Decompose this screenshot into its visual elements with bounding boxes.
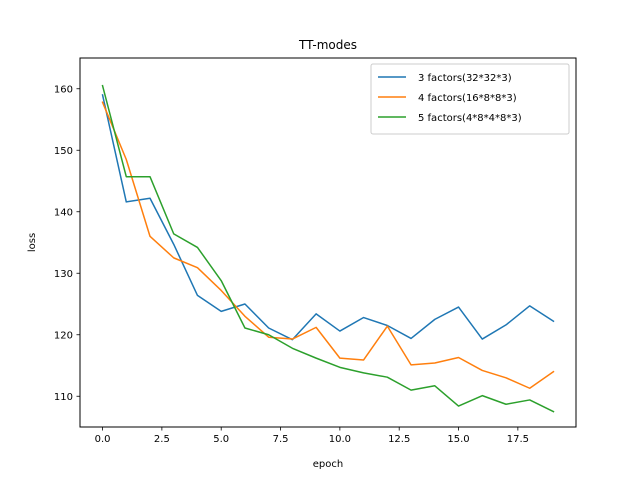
x-tick-label: 10.0 [329, 434, 351, 445]
y-axis-label: loss [27, 233, 38, 252]
legend-label-2: 4 factors(16*8*8*3) [418, 93, 517, 104]
plot-frame [79, 57, 577, 428]
x-tick-label: 5.0 [213, 434, 229, 445]
y-tick-label: 140 [54, 207, 73, 218]
x-tick-label: 12.5 [388, 434, 410, 445]
legend: 3 factors(32*32*3) 4 factors(16*8*8*3) 5 f… [370, 63, 570, 135]
series-line-2 [101, 101, 555, 389]
legend-label-1: 3 factors(32*32*3) [418, 73, 512, 84]
y-tick-label: 110 [54, 392, 73, 403]
series-line-1 [101, 94, 555, 341]
y-tick-label: 120 [54, 330, 73, 341]
y-tick-label: 150 [54, 146, 73, 157]
x-axis: 0.0 2.5 5.0 7.5 10.0 12.5 15.0 17.5 [95, 427, 529, 445]
legend-label-3: 5 factors(4*8*4*8*3) [418, 113, 522, 124]
x-tick-label: 15.0 [447, 434, 469, 445]
y-tick-label: 130 [54, 269, 73, 280]
y-axis: 110 120 130 140 150 160 [54, 84, 80, 403]
series-line-3 [101, 84, 555, 413]
x-tick-label: 2.5 [154, 434, 170, 445]
x-tick-label: 7.5 [273, 434, 289, 445]
x-tick-label: 17.5 [507, 434, 529, 445]
x-tick-label: 0.0 [95, 434, 111, 445]
legend-box [370, 63, 570, 135]
chart-title: TT-modes [298, 38, 357, 52]
y-tick-label: 160 [54, 84, 73, 95]
plot-lines [101, 84, 555, 413]
x-axis-label: epoch [313, 459, 343, 470]
